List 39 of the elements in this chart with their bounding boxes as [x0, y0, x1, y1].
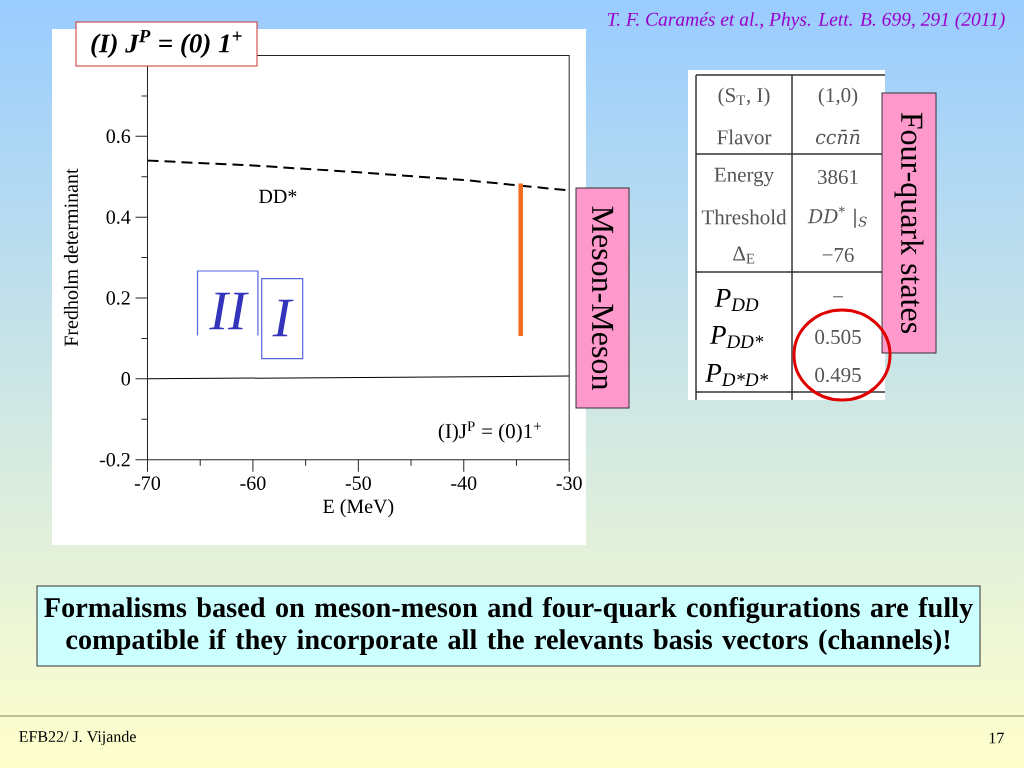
- chart-title: (I) J$^{P}$ = (0) 1$^{+}$: [91, 29, 242, 59]
- text: −76: [822, 247, 854, 263]
- y-axis-title: Fredholm determinant: [63, 168, 78, 347]
- text: Threshold: [701, 209, 787, 225]
- annotation: I: [272, 299, 294, 337]
- text: DD$^{*}$ |$_{S}$: [807, 206, 867, 228]
- text: Four-quark states: [894, 112, 924, 334]
- text: P$_{DD}$: [714, 289, 759, 311]
- x-tick-label: -30: [556, 476, 582, 490]
- x-tick-label: -50: [345, 476, 371, 490]
- text: 0.495: [815, 367, 861, 383]
- text: 0.505: [815, 329, 861, 345]
- y-tick-label: 0.2: [106, 291, 130, 305]
- text: Meson-Meson: [591, 206, 614, 390]
- text: P$_{DD*}$: [709, 326, 764, 348]
- text: T. F. Caramés et al., Phys. Lett. B. 699, 291 (2011): [608, 12, 1005, 30]
- annotation: (I)J$^{P}$ = (0)1$^{+}$: [438, 421, 541, 443]
- y-tick-label: 0: [121, 372, 131, 386]
- series-label: DD*: [259, 189, 297, 204]
- text: Formalisms based on meson-meson and four-quark configurations are fully compatible if they incorporate all the relevants basis vectors (channels)!: [44, 596, 973, 656]
- text: Energy: [714, 167, 775, 187]
- y-tick-label: -0.2: [99, 452, 130, 467]
- text: Δ$_{E}$: [733, 246, 755, 264]
- x-axis-title: E (MeV): [323, 499, 394, 518]
- text: EFB22/ J. Vijande: [19, 730, 136, 746]
- x-tick-label: -70: [134, 476, 161, 490]
- y-tick-label: 0.6: [106, 129, 131, 144]
- text: P$_{D*D*}$: [705, 364, 769, 386]
- x-tick-label: -40: [451, 476, 477, 490]
- text: 17: [989, 732, 1004, 744]
- text: −: [833, 296, 843, 298]
- text: ccn̄n̄: [815, 129, 860, 145]
- annotation: II: [209, 292, 249, 330]
- text: (S$_{T}$, I): [718, 87, 770, 107]
- y-tick-label: 0.4: [106, 210, 131, 224]
- text: Flavor: [717, 129, 772, 145]
- x-tick-label: -60: [240, 476, 266, 490]
- text: (1,0): [818, 87, 858, 107]
- text: 3861: [818, 169, 858, 185]
